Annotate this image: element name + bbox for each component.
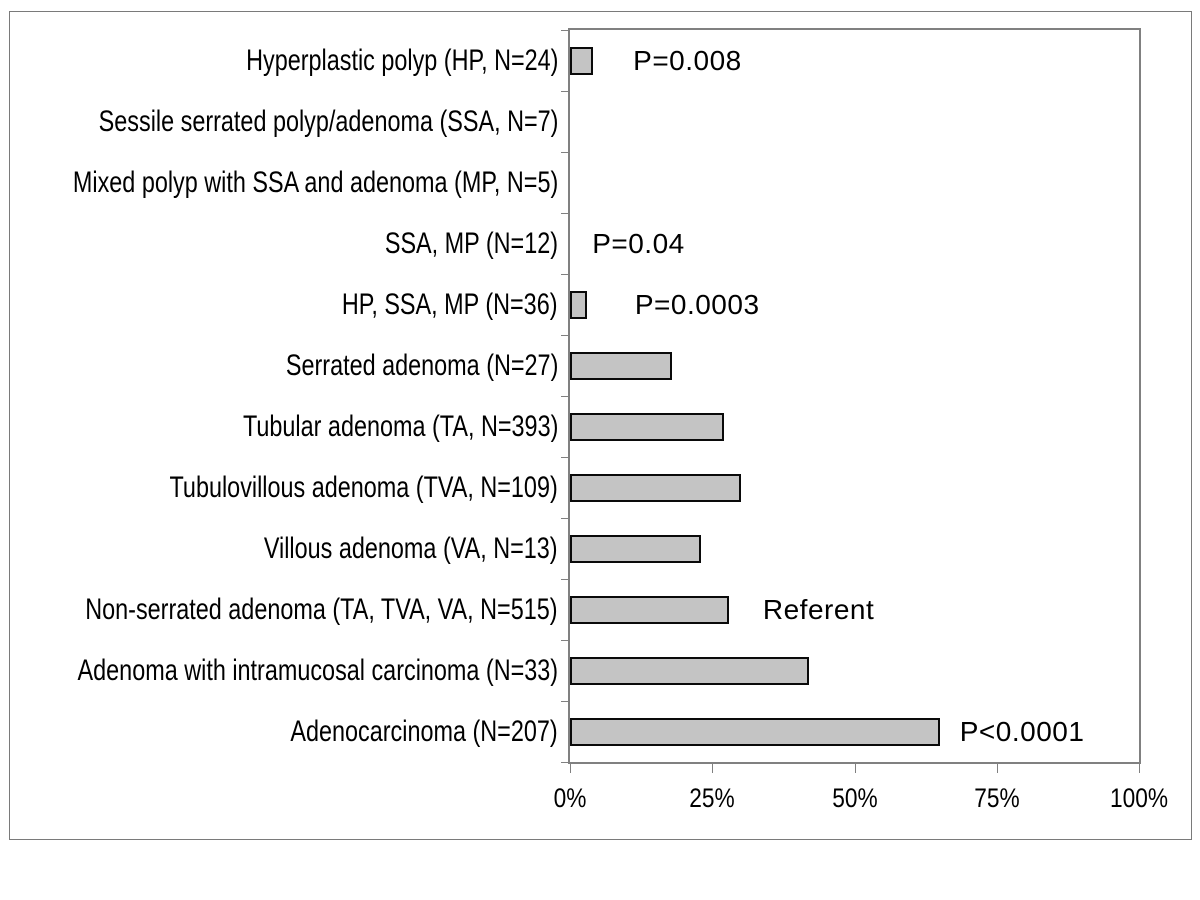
category-label: Hyperplastic polyp (HP, N=24) — [245, 43, 558, 77]
category-row: Villous adenoma (VA, N=13) — [20, 518, 558, 579]
x-axis-tick — [997, 764, 998, 773]
y-axis-tick — [561, 396, 570, 397]
bars-layer: P=0.008 P=0.04 P=0.0003 Referent P<0.0001 — [570, 30, 1139, 762]
category-row: SSA, MP (N=12) — [20, 213, 558, 274]
bar — [570, 351, 672, 380]
annotation-label: Referent — [762, 593, 875, 625]
x-axis-tick-label: 50% — [832, 783, 878, 813]
y-axis-tick — [561, 579, 570, 580]
bar — [570, 717, 940, 746]
category-axis: Hyperplastic polyp (HP, N=24) Sessile ser… — [20, 30, 558, 762]
annotation-label: P=0.0003 — [634, 288, 760, 320]
annotation-label: P<0.0001 — [959, 715, 1085, 747]
bar — [570, 534, 701, 563]
category-label: Tubular adenoma (TA, N=393) — [242, 409, 558, 443]
category-row: Mixed polyp with SSA and adenoma (MP, N=… — [20, 152, 558, 213]
bar — [570, 290, 587, 319]
annotation-label: P=0.008 — [633, 44, 742, 76]
category-row: Adenocarcinoma (N=207) — [20, 701, 558, 762]
category-row: Serrated adenoma (N=27) — [20, 335, 558, 396]
y-axis-tick — [561, 30, 570, 31]
bar — [570, 473, 741, 502]
y-axis-tick — [561, 457, 570, 458]
category-row: Sessile serrated polyp/adenoma (SSA, N=7… — [20, 91, 558, 152]
bar — [570, 46, 593, 75]
category-row: Hyperplastic polyp (HP, N=24) — [20, 30, 558, 91]
x-axis-tick-label: 0% — [553, 783, 587, 813]
y-axis-tick — [561, 335, 570, 336]
category-row: HP, SSA, MP (N=36) — [20, 274, 558, 335]
y-axis-tick — [561, 518, 570, 519]
category-label: SSA, MP (N=12) — [384, 226, 558, 260]
category-label: Adenocarcinoma (N=207) — [290, 714, 558, 748]
bar — [570, 412, 724, 441]
category-row: Adenoma with intramucosal carcinoma (N=3… — [20, 640, 558, 701]
x-axis-tick-label: 75% — [974, 783, 1020, 813]
y-axis-tick — [561, 91, 570, 92]
category-row: Tubulovillous adenoma (TVA, N=109) — [20, 457, 558, 518]
x-axis-tick — [1139, 764, 1140, 773]
annotation-label: P=0.04 — [592, 227, 685, 259]
category-label: Tubulovillous adenoma (TVA, N=109) — [169, 470, 558, 504]
x-axis-tick — [855, 764, 856, 773]
bar — [570, 656, 809, 685]
x-axis-tick-label: 100% — [1109, 783, 1169, 813]
y-axis-tick — [561, 640, 570, 641]
plot-area — [568, 28, 1141, 764]
y-axis-tick — [561, 762, 570, 763]
category-label: Adenoma with intramucosal carcinoma (N=3… — [77, 653, 558, 687]
category-label: Serrated adenoma (N=27) — [285, 348, 558, 382]
y-axis-tick — [561, 213, 570, 214]
x-axis-tick — [712, 764, 713, 773]
category-label: Non-serrated adenoma (TA, TVA, VA, N=515… — [85, 592, 558, 626]
y-axis-tick — [561, 274, 570, 275]
category-label: Mixed polyp with SSA and adenoma (MP, N=… — [72, 165, 558, 199]
category-row: Tubular adenoma (TA, N=393) — [20, 396, 558, 457]
bar — [570, 595, 729, 624]
x-axis-tick — [570, 764, 571, 773]
x-axis-tick-label: 25% — [689, 783, 735, 813]
y-axis-tick — [561, 701, 570, 702]
category-label: HP, SSA, MP (N=36) — [342, 287, 558, 321]
y-axis-tick — [561, 152, 570, 153]
category-label: Sessile serrated polyp/adenoma (SSA, N=7… — [98, 104, 558, 138]
category-label: Villous adenoma (VA, N=13) — [264, 531, 558, 565]
category-row: Non-serrated adenoma (TA, TVA, VA, N=515… — [20, 579, 558, 640]
